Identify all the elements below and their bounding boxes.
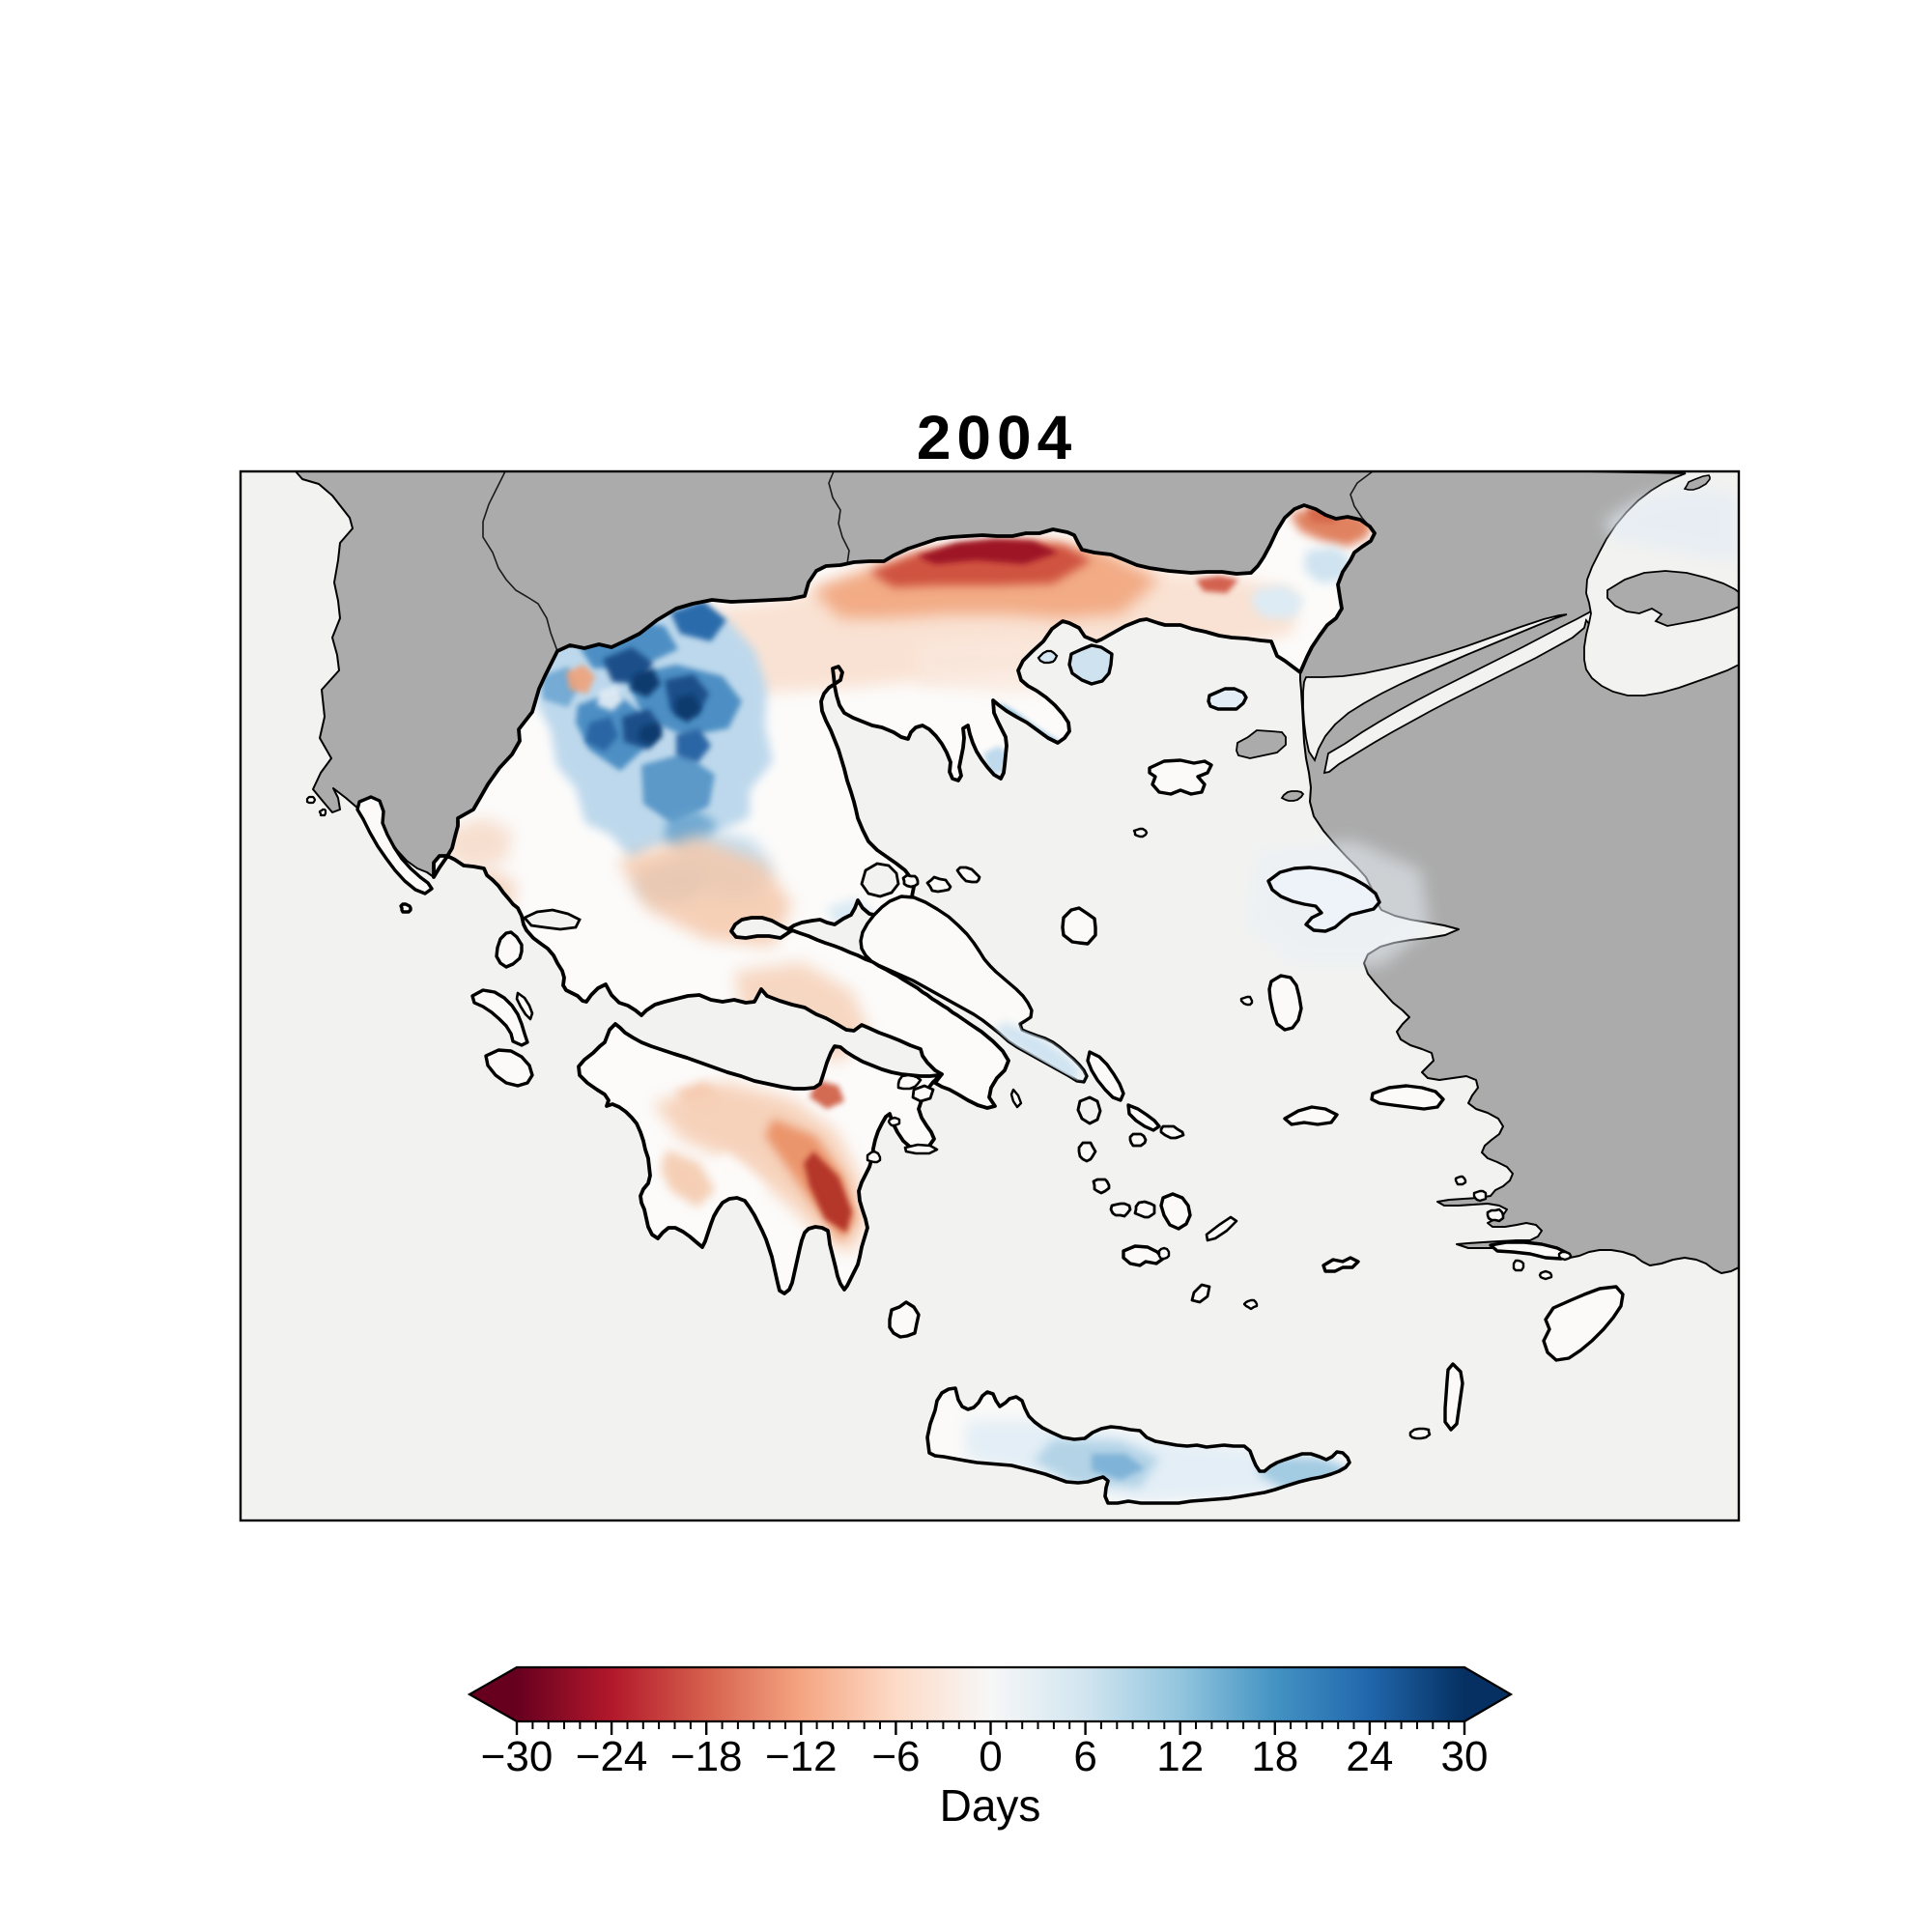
svg-text:6: 6: [1073, 1733, 1096, 1780]
svg-text:−18: −18: [670, 1733, 743, 1780]
svg-text:2004: 2004: [917, 403, 1077, 472]
svg-text:12: 12: [1156, 1733, 1204, 1780]
svg-text:−30: −30: [481, 1733, 554, 1780]
svg-text:−12: −12: [765, 1733, 838, 1780]
svg-text:30: 30: [1441, 1733, 1489, 1780]
svg-text:−6: −6: [871, 1733, 920, 1780]
svg-text:18: 18: [1251, 1733, 1298, 1780]
svg-text:24: 24: [1346, 1733, 1393, 1780]
svg-text:−24: −24: [576, 1733, 648, 1780]
svg-text:Days: Days: [940, 1780, 1041, 1831]
svg-text:0: 0: [979, 1733, 1002, 1780]
